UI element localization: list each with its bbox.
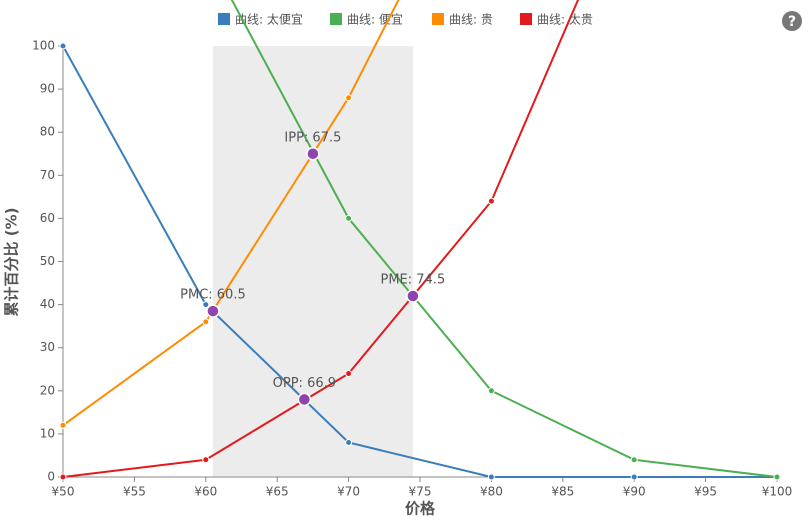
y-tick-label: 0 <box>47 470 55 484</box>
x-tick-label: ¥100 <box>762 485 793 499</box>
series-point <box>487 473 495 481</box>
series-point <box>487 197 495 205</box>
series-line <box>62 45 777 478</box>
x-tick-label: ¥70 <box>337 485 360 499</box>
y-tick-label: 40 <box>40 297 55 311</box>
y-tick-label: 50 <box>40 254 55 268</box>
series-point <box>630 456 638 464</box>
x-tick-label: ¥50 <box>52 485 75 499</box>
y-tick-label: 90 <box>40 82 55 96</box>
intersection-label: PMC: 60.5 <box>180 288 246 303</box>
y-tick-label: 20 <box>40 383 55 397</box>
x-tick-label: ¥80 <box>480 485 503 499</box>
x-tick-label: ¥95 <box>694 485 717 499</box>
intersection-label: OPP: 66.9 <box>273 376 336 391</box>
legend-label: 曲线: 贵 <box>449 13 493 27</box>
y-tick-label: 100 <box>32 39 55 53</box>
series-point <box>202 301 210 309</box>
series-point <box>345 370 353 378</box>
legend-swatch <box>520 13 532 25</box>
series-point <box>202 456 210 464</box>
legend-swatch <box>330 13 342 25</box>
legend-label: 曲线: 太贵 <box>537 12 593 27</box>
x-tick-label: ¥60 <box>194 485 217 499</box>
series-point <box>345 94 353 102</box>
series-point <box>59 421 67 429</box>
y-tick-label: 60 <box>40 211 55 225</box>
acceptable-range <box>212 46 413 477</box>
legend-swatch <box>432 13 444 25</box>
series-line <box>62 0 400 427</box>
series-point <box>202 318 210 326</box>
x-tick-label: ¥65 <box>266 485 289 499</box>
legend-label: 曲线: 便宜 <box>347 12 403 27</box>
intersection-label: IPP: 67.5 <box>284 130 341 145</box>
x-tick-label: ¥75 <box>409 485 432 499</box>
x-tick-label: ¥85 <box>551 485 574 499</box>
x-tick-label: ¥55 <box>123 485 146 499</box>
y-tick-label: 30 <box>40 340 55 354</box>
x-tick-label: ¥90 <box>623 485 646 499</box>
series-point <box>59 473 67 481</box>
y-tick-label: 70 <box>40 168 55 182</box>
series-point <box>773 473 781 481</box>
legend-label: 曲线: 太便宜 <box>235 12 303 27</box>
help-icon[interactable] <box>782 11 802 31</box>
help-text[interactable]: ? <box>788 14 796 30</box>
y-tick-label: 80 <box>40 125 55 139</box>
series-point <box>630 473 638 481</box>
series-point <box>345 439 353 447</box>
intersection-label: PME: 74.5 <box>380 272 445 287</box>
series-point <box>487 387 495 395</box>
y-axis-label: 累计百分比 (%) <box>3 208 21 317</box>
intersection-point <box>406 289 420 303</box>
intersection-point <box>206 304 220 318</box>
legend-swatch <box>218 13 230 25</box>
intersection-point <box>297 392 312 407</box>
intersection-point <box>306 147 320 161</box>
y-tick-label: 10 <box>40 426 55 440</box>
x-axis-label: 价格 <box>405 500 436 518</box>
series-point <box>59 42 67 50</box>
series-point <box>345 214 353 222</box>
